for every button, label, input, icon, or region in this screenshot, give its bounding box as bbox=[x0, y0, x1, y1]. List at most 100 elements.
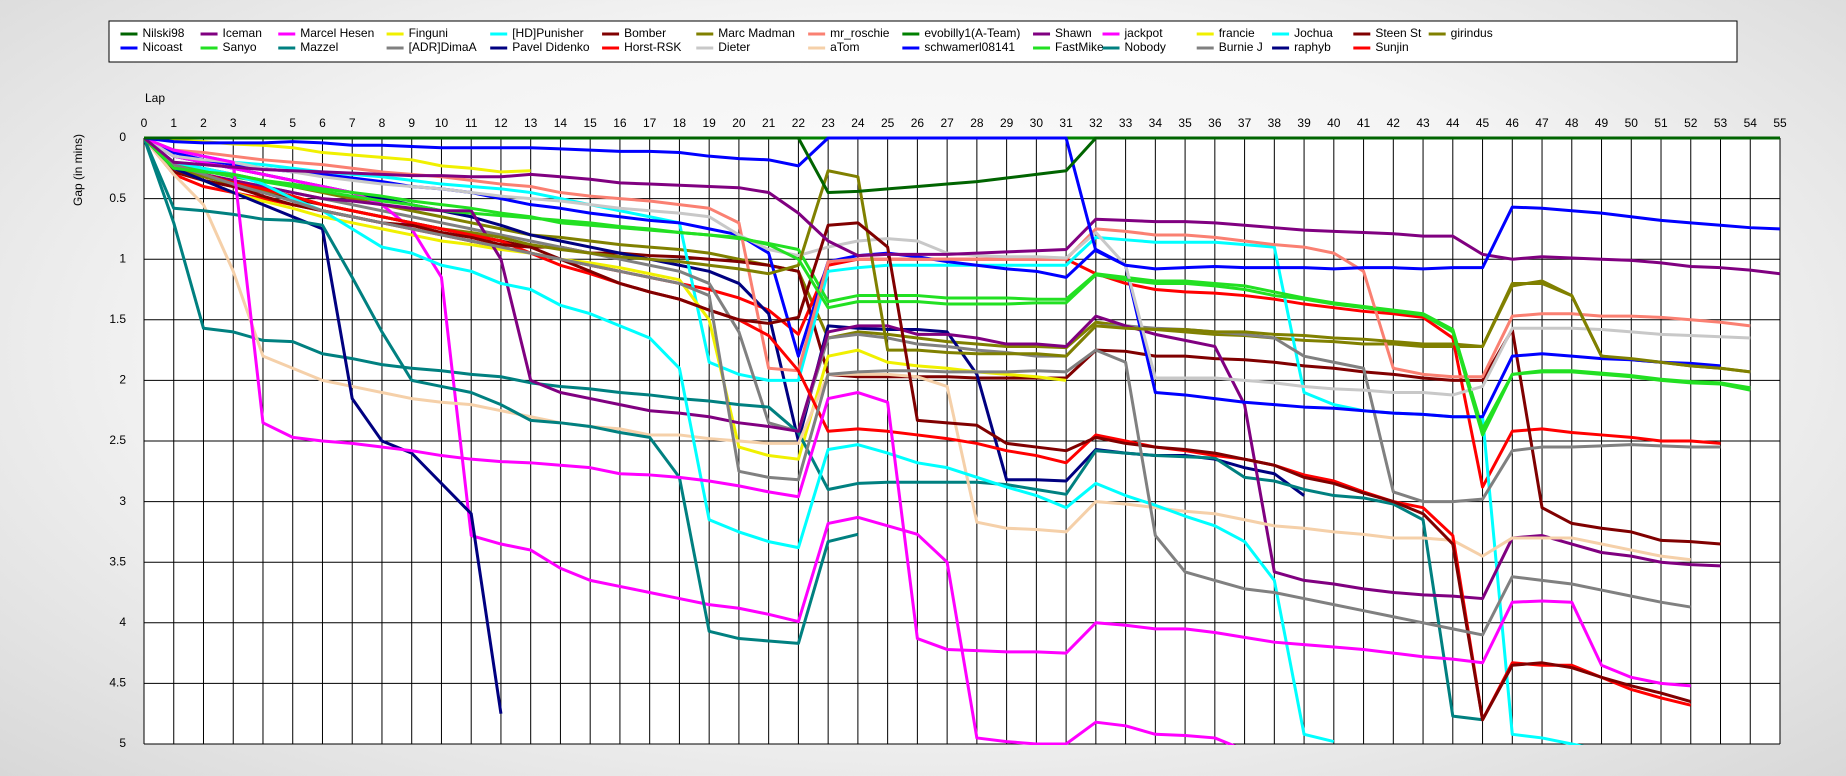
x-tick-label: 53 bbox=[1714, 116, 1728, 130]
x-tick-label: 54 bbox=[1744, 116, 1758, 130]
x-tick-label: 4 bbox=[260, 116, 267, 130]
legend-label: [ADR]DimaA bbox=[409, 40, 477, 54]
x-tick-label: 17 bbox=[643, 116, 657, 130]
x-tick-label: 39 bbox=[1297, 116, 1311, 130]
x-tick-label: 7 bbox=[349, 116, 356, 130]
x-tick-label: 31 bbox=[1059, 116, 1073, 130]
legend-label: Nicoast bbox=[142, 40, 183, 54]
x-tick-label: 42 bbox=[1387, 116, 1401, 130]
x-tick-label: 10 bbox=[435, 116, 449, 130]
x-tick-label: 55 bbox=[1773, 116, 1787, 130]
x-tick-label: 12 bbox=[494, 116, 508, 130]
x-tick-label: 14 bbox=[554, 116, 568, 130]
legend-label: Burnie J bbox=[1219, 40, 1263, 54]
series-line bbox=[144, 136, 1721, 504]
legend-label: francie bbox=[1219, 26, 1255, 40]
x-tick-label: 30 bbox=[1030, 116, 1044, 130]
x-tick-label: 20 bbox=[732, 116, 746, 130]
legend-label: Steen St bbox=[1375, 26, 1422, 40]
x-tick-label: 32 bbox=[1089, 116, 1103, 130]
x-tick-label: 37 bbox=[1238, 116, 1252, 130]
x-tick-label: 43 bbox=[1416, 116, 1430, 130]
series-line bbox=[144, 136, 1067, 461]
y-axis-label: Gap (in mins) bbox=[71, 134, 85, 206]
x-tick-label: 23 bbox=[821, 116, 835, 130]
series-line bbox=[144, 136, 1781, 271]
legend-label: Mazzel bbox=[300, 40, 338, 54]
x-tick-label: 22 bbox=[792, 116, 806, 130]
x-tick-label: 49 bbox=[1595, 116, 1609, 130]
x-tick-label: 1 bbox=[170, 116, 177, 130]
legend-box bbox=[108, 20, 1738, 63]
series-line bbox=[144, 136, 1780, 195]
x-tick-label: 2 bbox=[200, 116, 207, 130]
legend-label: Sanyo bbox=[223, 40, 257, 54]
series-line bbox=[144, 136, 1691, 688]
x-tick-label: 52 bbox=[1684, 116, 1698, 130]
legend-label: Marc Madman bbox=[718, 26, 795, 40]
x-tick-label: 25 bbox=[881, 116, 895, 130]
legend-label: aTom bbox=[830, 40, 859, 54]
y-tick-label: 3 bbox=[119, 494, 126, 508]
labels: 0 1 2 3 4 5 6 7 8 9 10 11 12 13 14 15 16 17 18 19 20 21 22 23 24… bbox=[109, 26, 1787, 750]
legend-label: Finguni bbox=[409, 26, 448, 40]
y-tick-label: 3.5 bbox=[109, 554, 126, 568]
legend-label: Jochua bbox=[1294, 26, 1333, 40]
x-tick-label: 18 bbox=[673, 116, 687, 130]
x-tick-label: 9 bbox=[408, 116, 415, 130]
legend-label: Marcel Hesen bbox=[300, 26, 374, 40]
legend-label: mr_roschie bbox=[830, 26, 890, 40]
x-tick-label: 19 bbox=[702, 116, 716, 130]
legend-label: jackpot bbox=[1124, 26, 1164, 40]
x-tick-label: 16 bbox=[613, 116, 627, 130]
legend-label: Sunjin bbox=[1375, 40, 1408, 54]
x-tick-label: 46 bbox=[1506, 116, 1520, 130]
series-line bbox=[144, 136, 1692, 637]
y-tick-label: 0.5 bbox=[109, 191, 126, 205]
legend-label: schwamerl08141 bbox=[924, 40, 1015, 54]
series-line bbox=[144, 137, 859, 645]
legend-label: FastMike bbox=[1055, 40, 1104, 54]
x-tick-label: 44 bbox=[1446, 116, 1460, 130]
x-tick-label: 5 bbox=[289, 116, 296, 130]
legend-label: raphyb bbox=[1294, 40, 1331, 54]
y-tick-label: 1.5 bbox=[109, 312, 126, 326]
x-tick-label: 6 bbox=[319, 116, 326, 130]
x-tick-label: 27 bbox=[940, 116, 954, 130]
x-tick-label: 50 bbox=[1625, 116, 1639, 130]
y-tick-label: 2.5 bbox=[109, 433, 126, 447]
x-tick-label: 47 bbox=[1535, 116, 1549, 130]
x-tick-label: 35 bbox=[1178, 116, 1192, 130]
x-tick-label: 38 bbox=[1268, 116, 1282, 130]
x-tick-label: 40 bbox=[1327, 116, 1341, 130]
x-tick-label: 0 bbox=[141, 116, 148, 130]
legend-label: [HD]Punisher bbox=[512, 26, 583, 40]
legend-label: Nilski98 bbox=[142, 26, 184, 40]
x-axis-label: Lap bbox=[145, 91, 165, 105]
series-line bbox=[144, 136, 1751, 431]
x-tick-label: 36 bbox=[1208, 116, 1222, 130]
legend-label: Pavel Didenko bbox=[512, 40, 590, 54]
y-tick-label: 1 bbox=[119, 251, 126, 265]
x-tick-label: 48 bbox=[1565, 116, 1579, 130]
x-tick-label: 41 bbox=[1357, 116, 1371, 130]
x-tick-label: 45 bbox=[1476, 116, 1490, 130]
series-line bbox=[144, 136, 1692, 722]
x-tick-label: 34 bbox=[1149, 116, 1163, 130]
legend-label: Dieter bbox=[718, 40, 750, 54]
x-tick-label: 15 bbox=[584, 116, 598, 130]
series-line bbox=[144, 136, 1721, 601]
series-line bbox=[144, 136, 1692, 722]
y-tick-label: 4 bbox=[119, 615, 126, 629]
y-tick-label: 2 bbox=[119, 373, 126, 387]
legend-label: Horst-RSK bbox=[624, 40, 681, 54]
series-line bbox=[144, 136, 1781, 276]
legend-label: Nobody bbox=[1125, 40, 1166, 54]
y-tick-label: 4.5 bbox=[109, 676, 126, 690]
x-tick-label: 13 bbox=[524, 116, 538, 130]
series-line bbox=[144, 136, 503, 714]
legend-label: Iceman bbox=[223, 26, 262, 40]
series-line bbox=[144, 136, 1751, 437]
